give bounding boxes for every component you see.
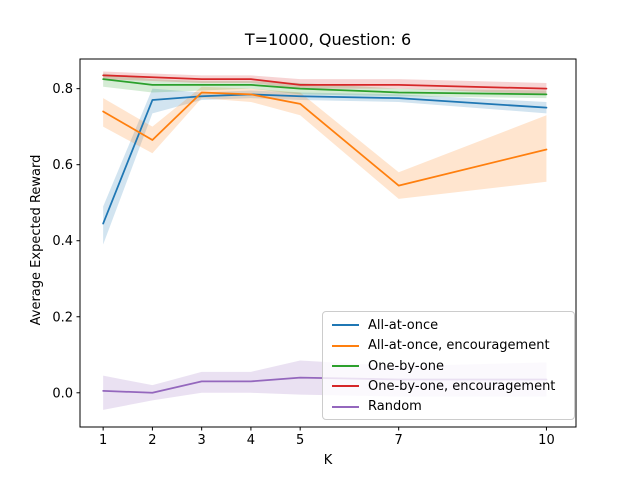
series-line [102,91,548,187]
axes-frame [79,58,577,428]
legend-item: All-at-once [332,315,566,335]
legend-label: One-by-one, encouragement [368,378,556,394]
legend-item: One-by-one [332,356,566,376]
legend-line-swatch-icon [332,365,359,368]
y-axis-ticks: 0.0 0.2 0.4 0.6 0.8 [52,82,80,401]
x-tick-label: 4 [247,433,255,448]
chart-title: T=1000, Question: 6 [244,30,411,49]
y-axis-label: Average Expected Reward [29,155,44,326]
legend-line-swatch-icon [332,405,359,408]
legend-line-swatch-icon [332,324,359,327]
series-line [102,78,548,96]
legend-item: Random [332,397,566,417]
x-axis-label: K [324,453,333,468]
y-tick-label: 0.2 [52,310,73,325]
confidence-band [103,73,547,99]
y-tick-label: 0.8 [52,82,73,97]
legend-item: All-at-once, encouragement [332,335,566,355]
x-tick-label: 3 [198,433,206,448]
x-axis-ticks: 1 2 3 4 5 7 10 [99,427,555,448]
x-tick-label: 10 [538,433,555,448]
y-tick-label: 0.4 [52,234,73,249]
legend-label: One-by-one [368,358,445,374]
legend-line-swatch-icon [332,385,359,388]
legend-label: Random [368,399,422,415]
x-tick-label: 7 [395,433,403,448]
x-tick-label: 1 [99,433,107,448]
legend-label: All-at-once, encouragement [368,338,550,354]
y-tick-label: 0.0 [52,386,73,401]
confidence-band [103,71,547,95]
legend: All-at-once All-at-once, encouragement O… [322,311,575,420]
x-tick-label: 2 [148,433,156,448]
series-line [102,74,548,90]
y-tick-label: 0.6 [52,158,73,173]
legend-label: All-at-once [368,317,439,333]
legend-line-swatch-icon [332,344,359,347]
x-tick-label: 5 [296,433,304,448]
confidence-band [103,86,547,199]
legend-item: One-by-one, encouragement [332,376,566,396]
